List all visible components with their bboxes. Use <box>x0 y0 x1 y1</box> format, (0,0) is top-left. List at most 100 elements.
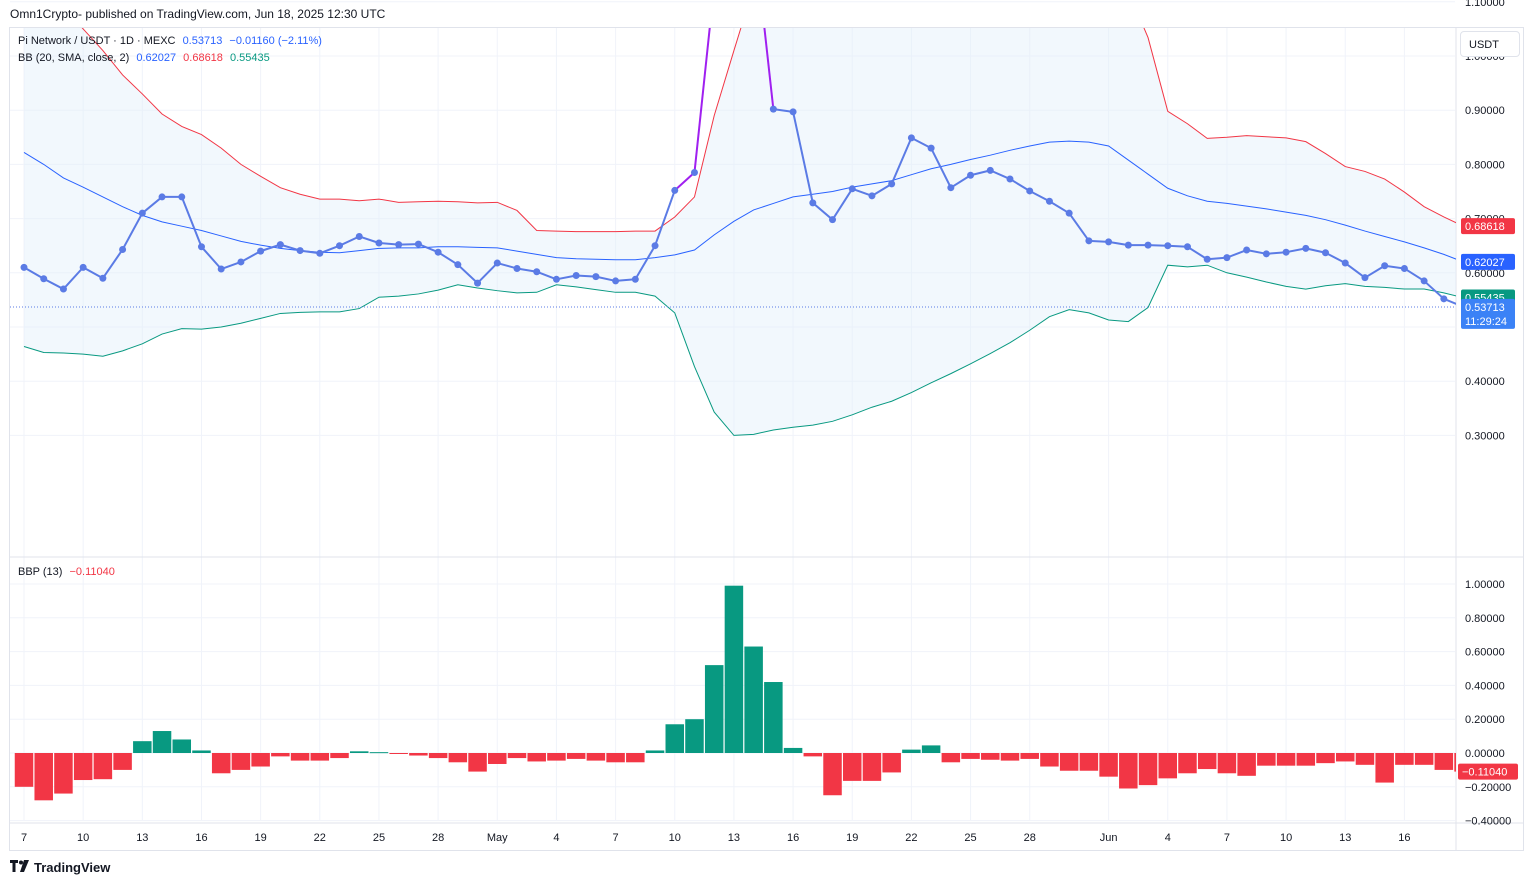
symbol-label[interactable]: Pi Network / USDT · 1D · MEXC <box>18 35 176 47</box>
bbp-bar[interactable] <box>349 751 369 753</box>
bbp-bar[interactable] <box>271 753 290 757</box>
bbp-bar[interactable] <box>211 753 231 774</box>
bbp-bar[interactable] <box>1276 753 1296 766</box>
bbp-bar[interactable] <box>665 724 685 753</box>
bbp-bar[interactable] <box>152 731 172 753</box>
close-point[interactable] <box>99 274 107 282</box>
close-point[interactable] <box>1282 248 1290 256</box>
close-point[interactable] <box>434 248 442 256</box>
close-point[interactable] <box>1361 274 1369 282</box>
bb-indicator-label[interactable]: BB (20, SMA, close, 2) <box>18 52 130 64</box>
close-point[interactable] <box>927 144 935 152</box>
close-point[interactable] <box>296 247 304 255</box>
bbp-bar[interactable] <box>1335 753 1355 762</box>
bbp-bar[interactable] <box>941 753 961 763</box>
close-point[interactable] <box>533 268 541 276</box>
bb-upper-line[interactable] <box>24 0 1464 233</box>
bbp-bar[interactable] <box>764 682 783 753</box>
bbp-bar[interactable] <box>1217 753 1237 774</box>
bbp-bar[interactable] <box>468 753 487 772</box>
close-point[interactable] <box>79 263 87 271</box>
bb-lower-line[interactable] <box>23 264 1464 436</box>
close-point[interactable] <box>178 193 186 201</box>
close-point[interactable] <box>395 241 403 249</box>
close-point[interactable] <box>1164 242 1172 250</box>
close-point[interactable] <box>316 249 324 257</box>
close-point[interactable] <box>1302 244 1310 252</box>
bbp-bar[interactable] <box>1316 753 1335 764</box>
bbp-bar[interactable] <box>921 745 941 753</box>
bbp-bar[interactable] <box>1375 753 1394 783</box>
close-point[interactable] <box>1243 246 1251 254</box>
bbp-bar[interactable] <box>14 753 34 787</box>
close-point[interactable] <box>907 134 915 142</box>
close-point[interactable] <box>493 259 501 267</box>
bbp-bar[interactable] <box>507 753 527 759</box>
close-point[interactable] <box>1065 209 1073 217</box>
bbp-bar[interactable] <box>645 750 665 753</box>
bbp-bar[interactable] <box>606 753 625 763</box>
bbp-bar[interactable] <box>113 753 132 770</box>
close-point[interactable] <box>474 279 482 287</box>
close-point[interactable] <box>631 275 639 283</box>
bbp-bar[interactable] <box>527 753 546 762</box>
bbp-bar[interactable] <box>448 753 468 763</box>
close-point[interactable] <box>1006 175 1014 183</box>
close-point[interactable] <box>375 239 383 247</box>
close-point[interactable] <box>454 261 462 269</box>
close-point[interactable] <box>671 186 679 194</box>
close-point[interactable] <box>158 193 166 201</box>
bbp-bar[interactable] <box>1237 753 1256 776</box>
bbp-bar[interactable] <box>192 750 211 753</box>
close-point[interactable] <box>789 108 797 116</box>
bbp-bar[interactable] <box>783 747 803 753</box>
close-point[interactable] <box>138 209 146 217</box>
bbp-bar[interactable] <box>1138 753 1158 786</box>
close-point[interactable] <box>848 185 856 193</box>
bbp-bar[interactable] <box>803 753 823 757</box>
bbp-bar[interactable] <box>93 753 113 780</box>
close-point[interactable] <box>20 263 28 271</box>
close-point[interactable] <box>336 242 344 250</box>
close-point[interactable] <box>217 265 225 273</box>
close-point[interactable] <box>1420 277 1428 285</box>
bbp-bar[interactable] <box>823 753 842 796</box>
bbp-bar[interactable] <box>1158 753 1178 779</box>
bbp-bar[interactable] <box>547 753 566 761</box>
bbp-bar[interactable] <box>1355 753 1375 765</box>
bbp-bar[interactable] <box>566 753 586 759</box>
close-point[interactable] <box>276 241 284 249</box>
close-point[interactable] <box>592 273 600 281</box>
close-point[interactable] <box>257 247 265 255</box>
close-point[interactable] <box>967 171 975 179</box>
close-point[interactable] <box>868 192 876 200</box>
bbp-bar[interactable] <box>172 739 192 753</box>
bbp-bar[interactable] <box>626 753 645 763</box>
currency-button[interactable]: USDT <box>1460 31 1520 57</box>
bbp-bar[interactable] <box>724 585 744 753</box>
bbp-bar[interactable] <box>1296 753 1316 766</box>
bbp-bar[interactable] <box>1119 753 1138 789</box>
close-point[interactable] <box>552 275 560 283</box>
bbp-bar[interactable] <box>704 665 724 753</box>
bbp-bar[interactable] <box>488 753 507 764</box>
bbp-bar[interactable] <box>981 753 1000 760</box>
close-point[interactable] <box>1322 249 1330 257</box>
close-point[interactable] <box>237 258 245 266</box>
close-point[interactable] <box>1144 241 1152 249</box>
close-point[interactable] <box>1203 255 1211 263</box>
close-point[interactable] <box>1262 250 1270 258</box>
bbp-bar[interactable] <box>882 753 901 773</box>
bbp-bar[interactable] <box>1099 753 1118 777</box>
bbp-bar[interactable] <box>1454 753 1473 772</box>
close-point[interactable] <box>769 105 777 113</box>
bbp-bar[interactable] <box>330 753 349 759</box>
close-point[interactable] <box>1045 197 1053 205</box>
close-point[interactable] <box>986 166 994 174</box>
close-point[interactable] <box>1223 254 1231 262</box>
bbp-bar[interactable] <box>310 753 330 761</box>
bbp-bar[interactable] <box>1059 753 1079 771</box>
bbp-bar[interactable] <box>73 753 93 781</box>
bbp-bar[interactable] <box>389 753 408 754</box>
